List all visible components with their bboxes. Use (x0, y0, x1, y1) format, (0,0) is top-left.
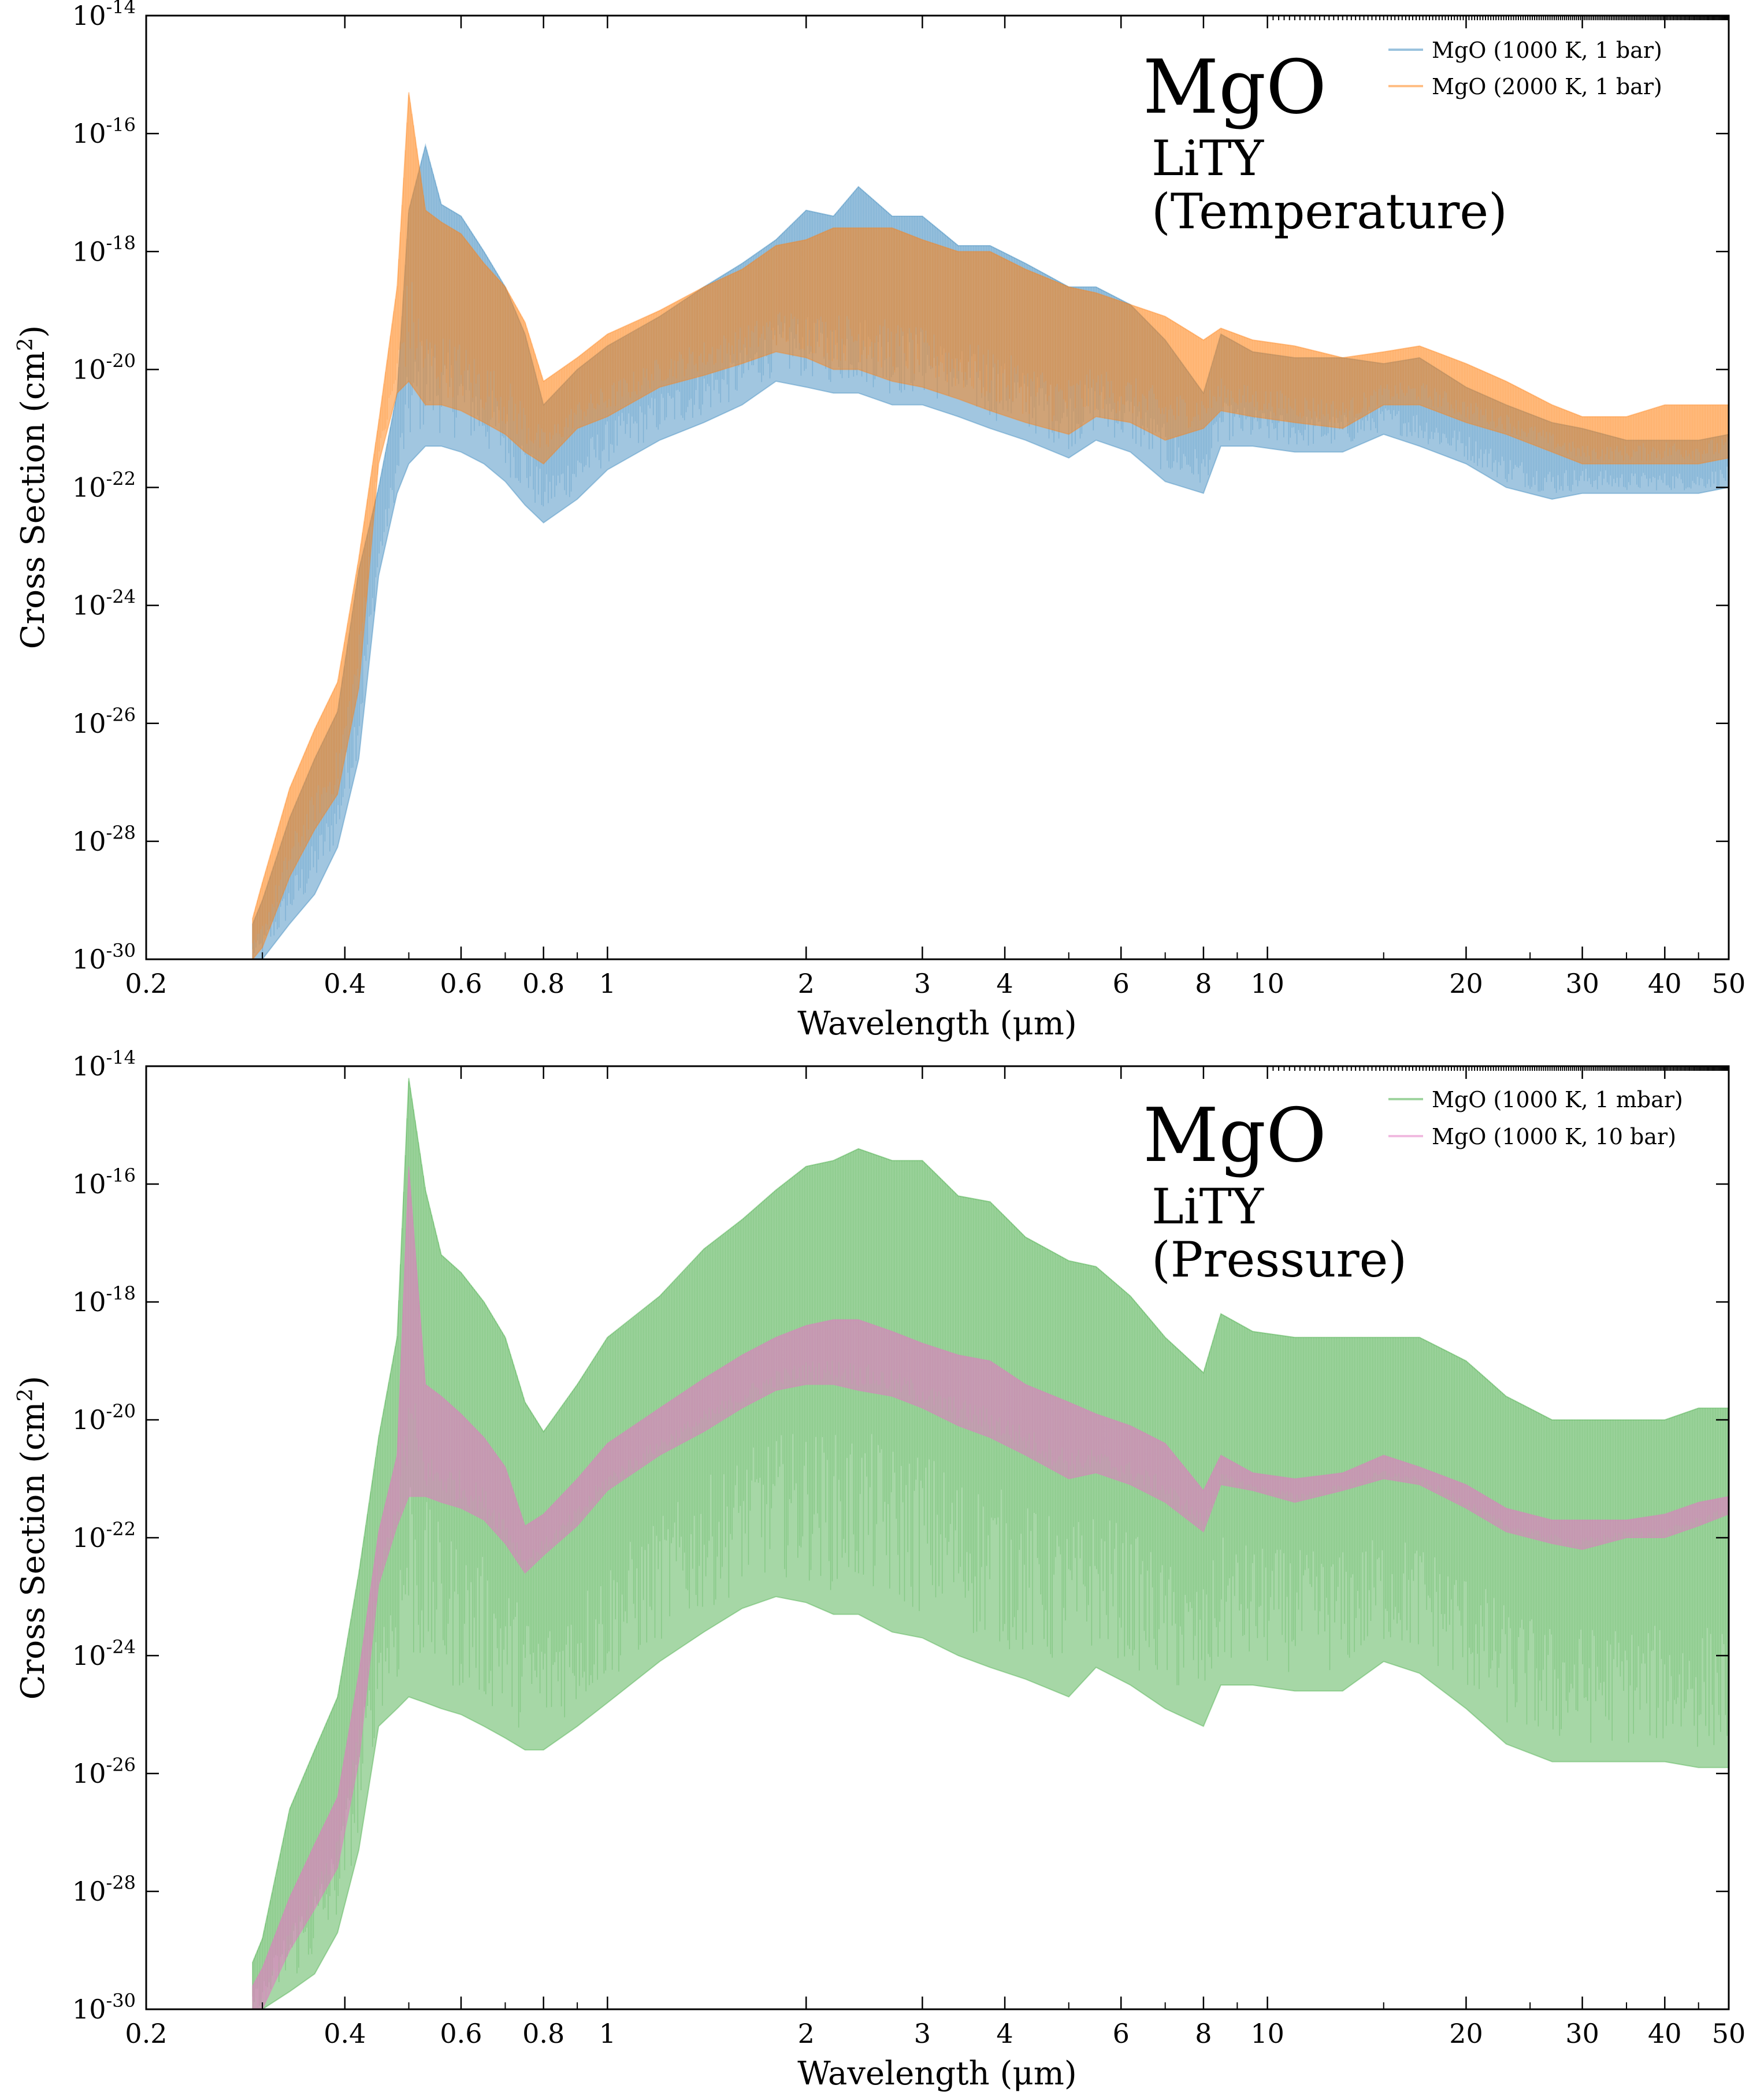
x-tick-label: 0.8 (522, 2018, 564, 2049)
band-mgo-1000-k-10-bar (252, 1166, 1729, 2009)
y-tick-label: 10-14 (72, 1047, 136, 1082)
x-tick-label: 4 (996, 968, 1013, 999)
x-tick-label: 0.6 (440, 968, 482, 999)
x-tick-label: 0.8 (522, 968, 564, 999)
pressure-y-axis-label: Cross Section (cm2) (14, 1376, 53, 1700)
lines-mgo-2000-k-1-bar (252, 95, 1729, 944)
pressure-plot-area (252, 1078, 1729, 2009)
y-tick-label: 10-22 (72, 1518, 136, 1553)
y-tick-label: 10-16 (72, 114, 136, 149)
x-tick-label: 0.6 (440, 2018, 482, 2049)
x-tick-label: 10 (1250, 2018, 1284, 2049)
y-tick-label: 10-18 (72, 232, 136, 267)
y-tick-label: 10-26 (72, 1754, 136, 1789)
series-mgo-2000-k-1-bar (252, 92, 1729, 959)
x-tick-label: 1 (599, 2018, 616, 2049)
x-tick-label: 40 (1648, 968, 1682, 999)
x-tick-label: 3 (914, 2018, 931, 2049)
band-mgo-2000-k-1-bar (252, 92, 1729, 959)
legend-label-1000k-10bar: MgO (1000 K, 10 bar) (1432, 1124, 1676, 1149)
y-tick-label: 10-28 (72, 822, 136, 857)
x-tick-label: 30 (1565, 968, 1599, 999)
temperature-species-label: MgO (1143, 44, 1327, 131)
y-tick-label: 10-20 (72, 350, 136, 385)
x-tick-label: 0.4 (324, 968, 366, 999)
x-tick-label: 40 (1648, 2018, 1682, 2049)
y-tick-label: 10-14 (72, 0, 136, 31)
y-tick-label: 10-24 (72, 586, 136, 621)
lines-mgo-1000-k-10-bar (252, 1170, 1729, 2008)
pressure-axis-ticks: 0.2 0.4 0.6 0.8 1 2 3 4 6 8 10 20 30 40 50 10-30 10-28 10… (72, 1047, 1745, 2049)
x-tick-label: 1 (599, 968, 616, 999)
x-tick-label: 20 (1449, 2018, 1483, 2049)
legend-label-1000k-1mbar: MgO (1000 K, 1 mbar) (1432, 1087, 1683, 1112)
x-tick-label: 50 (1712, 2018, 1746, 2049)
pressure-panel: 0.2 0.4 0.6 0.8 1 2 3 4 6 8 10 20 30 40 50 10-30 10-28 10… (14, 1047, 1746, 2092)
pressure-x-axis-label: Wavelength (μm) (797, 2055, 1076, 2092)
pressure-linelist-label: LiTY (1152, 1178, 1265, 1235)
temperature-panel: 0.2 0.4 0.6 0.8 1 2 3 4 6 8 10 20 30 40 50 10-30 10-28 10… (14, 0, 1746, 1042)
series-mgo-1000-k-10-bar (252, 1166, 1729, 2009)
y-tick-label: 10-26 (72, 704, 136, 739)
x-tick-label: 8 (1195, 968, 1212, 999)
x-tick-label: 8 (1195, 2018, 1212, 2049)
y-tick-label: 10-30 (72, 940, 136, 975)
x-tick-label: 20 (1449, 968, 1483, 999)
legend-label-1000k-1bar: MgO (1000 K, 1 bar) (1432, 38, 1662, 63)
x-tick-label: 50 (1712, 968, 1746, 999)
x-tick-label: 0.2 (125, 968, 167, 999)
pressure-legend: MgO (1000 K, 1 mbar) MgO (1000 K, 10 bar… (1388, 1087, 1683, 1149)
x-tick-label: 2 (798, 968, 815, 999)
temperature-plot-area (252, 92, 1729, 959)
y-tick-label: 10-22 (72, 468, 136, 503)
y-tick-label: 10-30 (72, 1990, 136, 2025)
pressure-species-label: MgO (1143, 1093, 1327, 1179)
x-tick-label: 4 (996, 2018, 1013, 2049)
temperature-annotation: MgO LiTY (Temperature) (1143, 44, 1507, 240)
pressure-annotation: MgO LiTY (Pressure) (1143, 1093, 1407, 1288)
temperature-x-axis-label: Wavelength (μm) (797, 1005, 1076, 1042)
x-tick-label: 2 (798, 2018, 815, 2049)
x-tick-label: 0.4 (324, 2018, 366, 2049)
pressure-subtitle: (Pressure) (1152, 1231, 1407, 1288)
temperature-axis-ticks: 0.2 0.4 0.6 0.8 1 2 3 4 6 8 10 20 30 40 50 10-30 10-28 10… (72, 0, 1745, 999)
x-tick-label: 0.2 (125, 2018, 167, 2049)
y-tick-label: 10-24 (72, 1636, 136, 1671)
x-tick-label: 6 (1113, 968, 1130, 999)
y-tick-label: 10-28 (72, 1872, 136, 1907)
temperature-legend: MgO (1000 K, 1 bar) MgO (2000 K, 1 bar) (1388, 38, 1662, 99)
band-mgo-1000-k-1-mbar (252, 1078, 1729, 2009)
temperature-linelist-label: LiTY (1152, 130, 1265, 187)
temperature-y-axis-label: Cross Section (cm2) (14, 325, 53, 650)
temperature-subtitle: (Temperature) (1152, 183, 1507, 240)
y-tick-label: 10-16 (72, 1164, 136, 1200)
y-tick-label: 10-18 (72, 1282, 136, 1318)
y-tick-label: 10-20 (72, 1400, 136, 1435)
x-tick-label: 3 (914, 968, 931, 999)
x-tick-label: 30 (1565, 2018, 1599, 2049)
x-tick-label: 10 (1250, 968, 1284, 999)
legend-label-2000k-1bar: MgO (2000 K, 1 bar) (1432, 74, 1662, 99)
x-tick-label: 6 (1113, 2018, 1130, 2049)
